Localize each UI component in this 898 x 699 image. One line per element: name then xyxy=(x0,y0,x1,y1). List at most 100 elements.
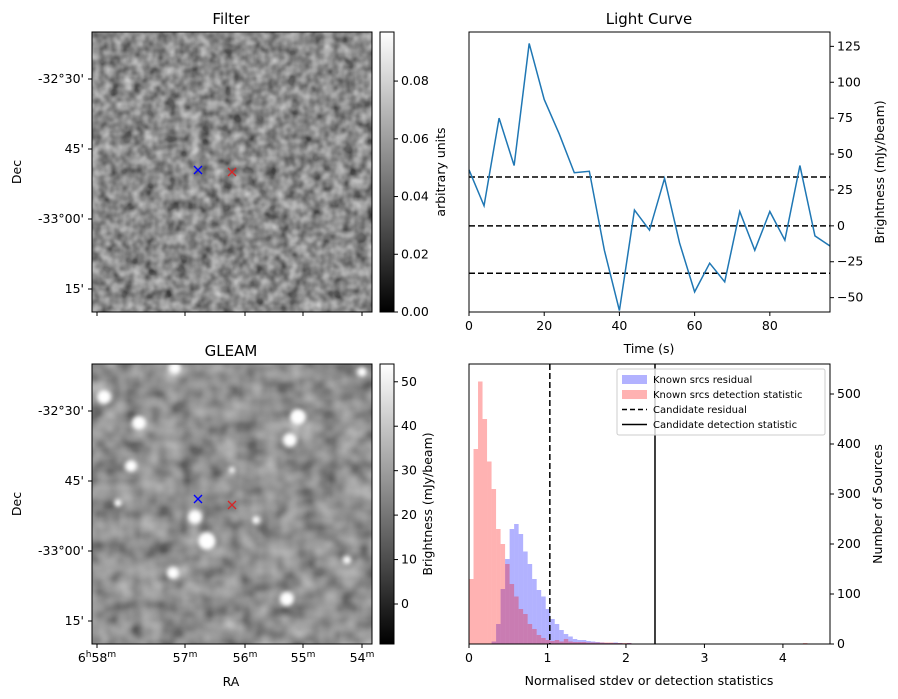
colorbar-tick-label: 30 xyxy=(401,463,417,478)
filter-ylabel: Dec xyxy=(9,160,24,184)
colorbar-tick-label: 0.08 xyxy=(401,73,429,88)
gleam-colorbar xyxy=(379,363,395,645)
dec-tick-label: 15' xyxy=(65,281,84,296)
histogram-xlabel: Normalised stdev or detection statistics xyxy=(525,673,774,688)
lightcurve-frame xyxy=(468,31,831,313)
lightcurve-ylabel: Brightness (mJy/beam) xyxy=(872,100,887,243)
dec-tick-label: -32°30' xyxy=(38,403,84,418)
detection-bar xyxy=(491,489,497,644)
filter-colorbar-ticks: 0.00 0.02 0.04 0.06 0.08 xyxy=(394,73,429,319)
residual-bar xyxy=(523,551,528,644)
lightcurve-panel: Light Curve 0 20 40 60 80 −50 −25 0 25 50 75 100 125… xyxy=(465,10,887,356)
ra-tick-label: 6h58m xyxy=(78,650,116,665)
colorbar-tick-label: 0.06 xyxy=(401,131,429,146)
residual-bar xyxy=(550,619,555,644)
x-tick-label: 0 xyxy=(465,318,473,333)
detection-bar xyxy=(518,609,524,644)
detection-bar xyxy=(527,624,533,644)
gleam-sources xyxy=(97,364,367,606)
detection-bar xyxy=(532,629,537,644)
gleam-image xyxy=(92,364,372,644)
colorbar-tick-label: 50 xyxy=(401,374,417,389)
x-tick-label: 3 xyxy=(700,650,708,665)
residual-bar xyxy=(514,524,519,644)
filter-colorbar-label: arbitrary units xyxy=(433,127,448,216)
detection-bar xyxy=(550,641,555,644)
dec-tick-label: -33°00' xyxy=(38,543,84,558)
ra-tick-label: 56m xyxy=(233,650,258,665)
residual-bar xyxy=(541,596,546,644)
filter-title: Filter xyxy=(212,10,250,28)
ra-tick-label: 57m xyxy=(173,650,198,665)
y-tick-label: 500 xyxy=(837,386,861,401)
gleam-xlabel: RA xyxy=(223,674,240,689)
residual-bar xyxy=(532,579,537,644)
gleam-title: GLEAM xyxy=(205,342,258,360)
detection-bar xyxy=(478,381,483,644)
filter-frame xyxy=(91,31,373,313)
y-tick-label: 50 xyxy=(837,146,853,161)
detection-bar xyxy=(595,642,600,644)
detection-bar xyxy=(608,642,614,644)
x-tick-label: 20 xyxy=(536,318,552,333)
histogram-plot: 0 1 2 3 4 0 100 200 300 400 500 xyxy=(465,364,861,665)
gleam-panel: GLEAM Dec RA -32°30' 45' -33°00' 15' 6h58m 5… xyxy=(9,342,435,689)
detection-bar xyxy=(599,642,605,644)
detection-bar xyxy=(568,641,573,644)
detection-bar xyxy=(496,529,501,644)
filter-blue-marker xyxy=(193,165,203,175)
gleam-frame xyxy=(91,363,373,645)
detection-bar xyxy=(545,640,551,644)
histogram-ylabel: Number of Sources xyxy=(870,444,885,564)
residual-bar xyxy=(563,634,569,644)
filter-y-ticks: -32°30' 45' -33°00' 15' xyxy=(38,71,92,296)
gleam-x-ticks: 6h58m 57m 56m 55m 54m xyxy=(78,644,375,665)
legend-box xyxy=(616,368,826,436)
y-tick-label: 0 xyxy=(837,218,845,233)
detection-bar xyxy=(559,641,564,644)
residual-bar xyxy=(527,564,533,644)
residual-bar xyxy=(581,640,587,644)
x-tick-label: 60 xyxy=(687,318,703,333)
x-tick-label: 0 xyxy=(465,650,473,665)
dec-tick-label: -32°30' xyxy=(38,71,84,86)
residual-bar xyxy=(496,624,501,644)
histogram-panel: 0 1 2 3 4 0 100 200 300 400 500 Normalised stdev o… xyxy=(465,363,885,688)
detection-bar xyxy=(514,596,519,644)
detection-bar xyxy=(473,449,479,644)
residual-bar xyxy=(577,640,582,644)
histogram-legend: Known srcs residual Known srcs detection … xyxy=(616,368,826,436)
detection-bar xyxy=(554,640,560,644)
filter-colorbar xyxy=(379,31,395,313)
detection-bar xyxy=(541,638,546,644)
detection-bar xyxy=(604,642,609,644)
colorbar-tick-label: 0.02 xyxy=(401,246,429,261)
detection-bar xyxy=(487,461,492,644)
y-tick-label: 300 xyxy=(837,486,861,501)
gleam-colorbar-label: Brightness (mJy/beam) xyxy=(420,432,435,575)
y-tick-label: 100 xyxy=(837,586,861,601)
detection-bar xyxy=(586,642,591,644)
dec-tick-label: 45' xyxy=(65,141,84,156)
colorbar-tick-label: 10 xyxy=(401,552,417,567)
residual-bar xyxy=(545,609,551,644)
gleam-red-marker xyxy=(227,500,237,510)
residual-bar xyxy=(613,642,618,644)
colorbar-tick-label: 20 xyxy=(401,507,417,522)
ra-tick-label: 54m xyxy=(350,650,375,665)
detection-bar xyxy=(500,544,506,644)
ra-tick-label: 55m xyxy=(291,650,316,665)
y-tick-label: 125 xyxy=(837,38,861,53)
gleam-blue-marker xyxy=(193,494,203,504)
residual-bar xyxy=(554,624,560,644)
y-tick-label: 25 xyxy=(837,182,853,197)
filter-panel: Filter Dec -32°30' 45' -33°00' 15' 0.00 0.02… xyxy=(9,10,448,319)
histogram-frame xyxy=(468,363,831,645)
y-tick-label: −25 xyxy=(837,254,863,269)
residual-bar xyxy=(590,641,596,644)
legend-label: Known srcs residual xyxy=(653,375,752,386)
residual-bar xyxy=(559,630,564,644)
detection-bar xyxy=(505,564,510,644)
x-tick-label: 80 xyxy=(762,318,778,333)
detection-bar xyxy=(469,579,474,644)
